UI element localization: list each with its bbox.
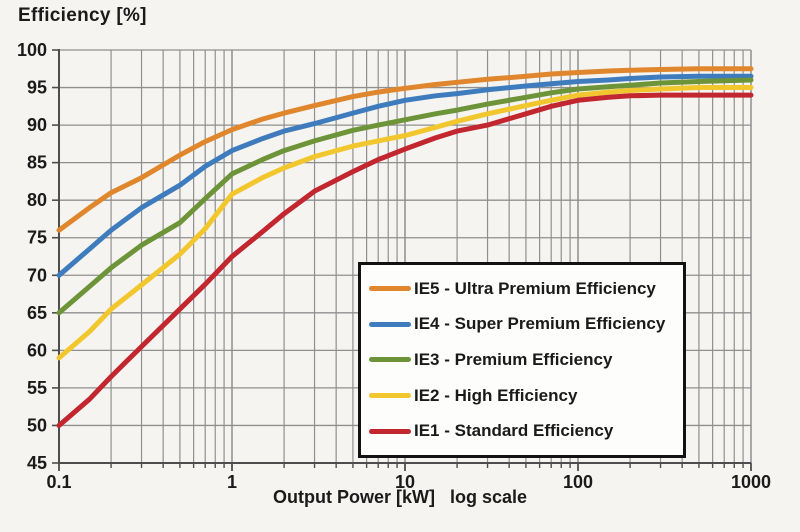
y-tick-label: 95 xyxy=(27,78,47,98)
legend-label-ie4: IE4 - Super Premium Efficiency xyxy=(414,314,666,334)
y-tick-label: 75 xyxy=(27,228,47,248)
legend-item-ie3: IE3 - Premium Efficiency xyxy=(361,350,683,370)
x-axis-title: Output Power [kW] log scale xyxy=(272,487,528,507)
legend-label-ie5: IE5 - Ultra Premium Efficiency xyxy=(414,278,656,298)
legend-swatch-ie4 xyxy=(369,321,411,327)
legend-label-ie2: IE2 - High Efficiency xyxy=(414,385,578,405)
series-line-ie1 xyxy=(56,92,754,428)
y-tick-label: 85 xyxy=(27,153,47,173)
y-tick-label: 100 xyxy=(17,40,47,60)
legend: IE5 - Ultra Premium Efficiency IE4 - Supe… xyxy=(358,262,686,458)
x-tick-label: 10 xyxy=(395,472,415,492)
y-tick-label: 80 xyxy=(27,190,47,210)
legend-item-ie5: IE5 - Ultra Premium Efficiency xyxy=(361,279,683,299)
x-tick-label: 100 xyxy=(563,472,593,492)
y-tick-label: 55 xyxy=(27,378,47,398)
y-tick-label: 90 xyxy=(27,115,47,135)
legend-item-ie2: IE2 - High Efficiency xyxy=(361,386,683,406)
x-tick-label: 0.1 xyxy=(46,472,71,492)
y-tick-label: 50 xyxy=(27,415,47,435)
legend-swatch-ie3 xyxy=(369,357,411,363)
series-line-ie3 xyxy=(56,77,754,316)
y-tick-label: 65 xyxy=(27,303,47,323)
legend-swatch-ie1 xyxy=(369,428,411,434)
legend-item-ie1: IE1 - Standard Efficiency xyxy=(361,421,683,441)
legend-label-ie1: IE1 - Standard Efficiency xyxy=(414,421,614,441)
legend-swatch-ie2 xyxy=(369,393,411,399)
legend-swatch-ie5 xyxy=(369,286,411,292)
chart-title: Efficiency [%] xyxy=(18,5,147,26)
legend-label-ie3: IE3 - Premium Efficiency xyxy=(414,349,613,369)
x-tick-label: 1000 xyxy=(731,472,771,492)
y-tick-label: 70 xyxy=(27,265,47,285)
legend-item-ie4: IE4 - Super Premium Efficiency xyxy=(361,314,683,334)
series-line-ie2 xyxy=(56,85,754,361)
series-line-ie5 xyxy=(56,66,754,233)
y-tick-label: 45 xyxy=(27,453,47,473)
series-line-ie4 xyxy=(56,73,754,278)
x-tick-label: 1 xyxy=(227,472,237,492)
y-tick-label: 60 xyxy=(27,340,47,360)
